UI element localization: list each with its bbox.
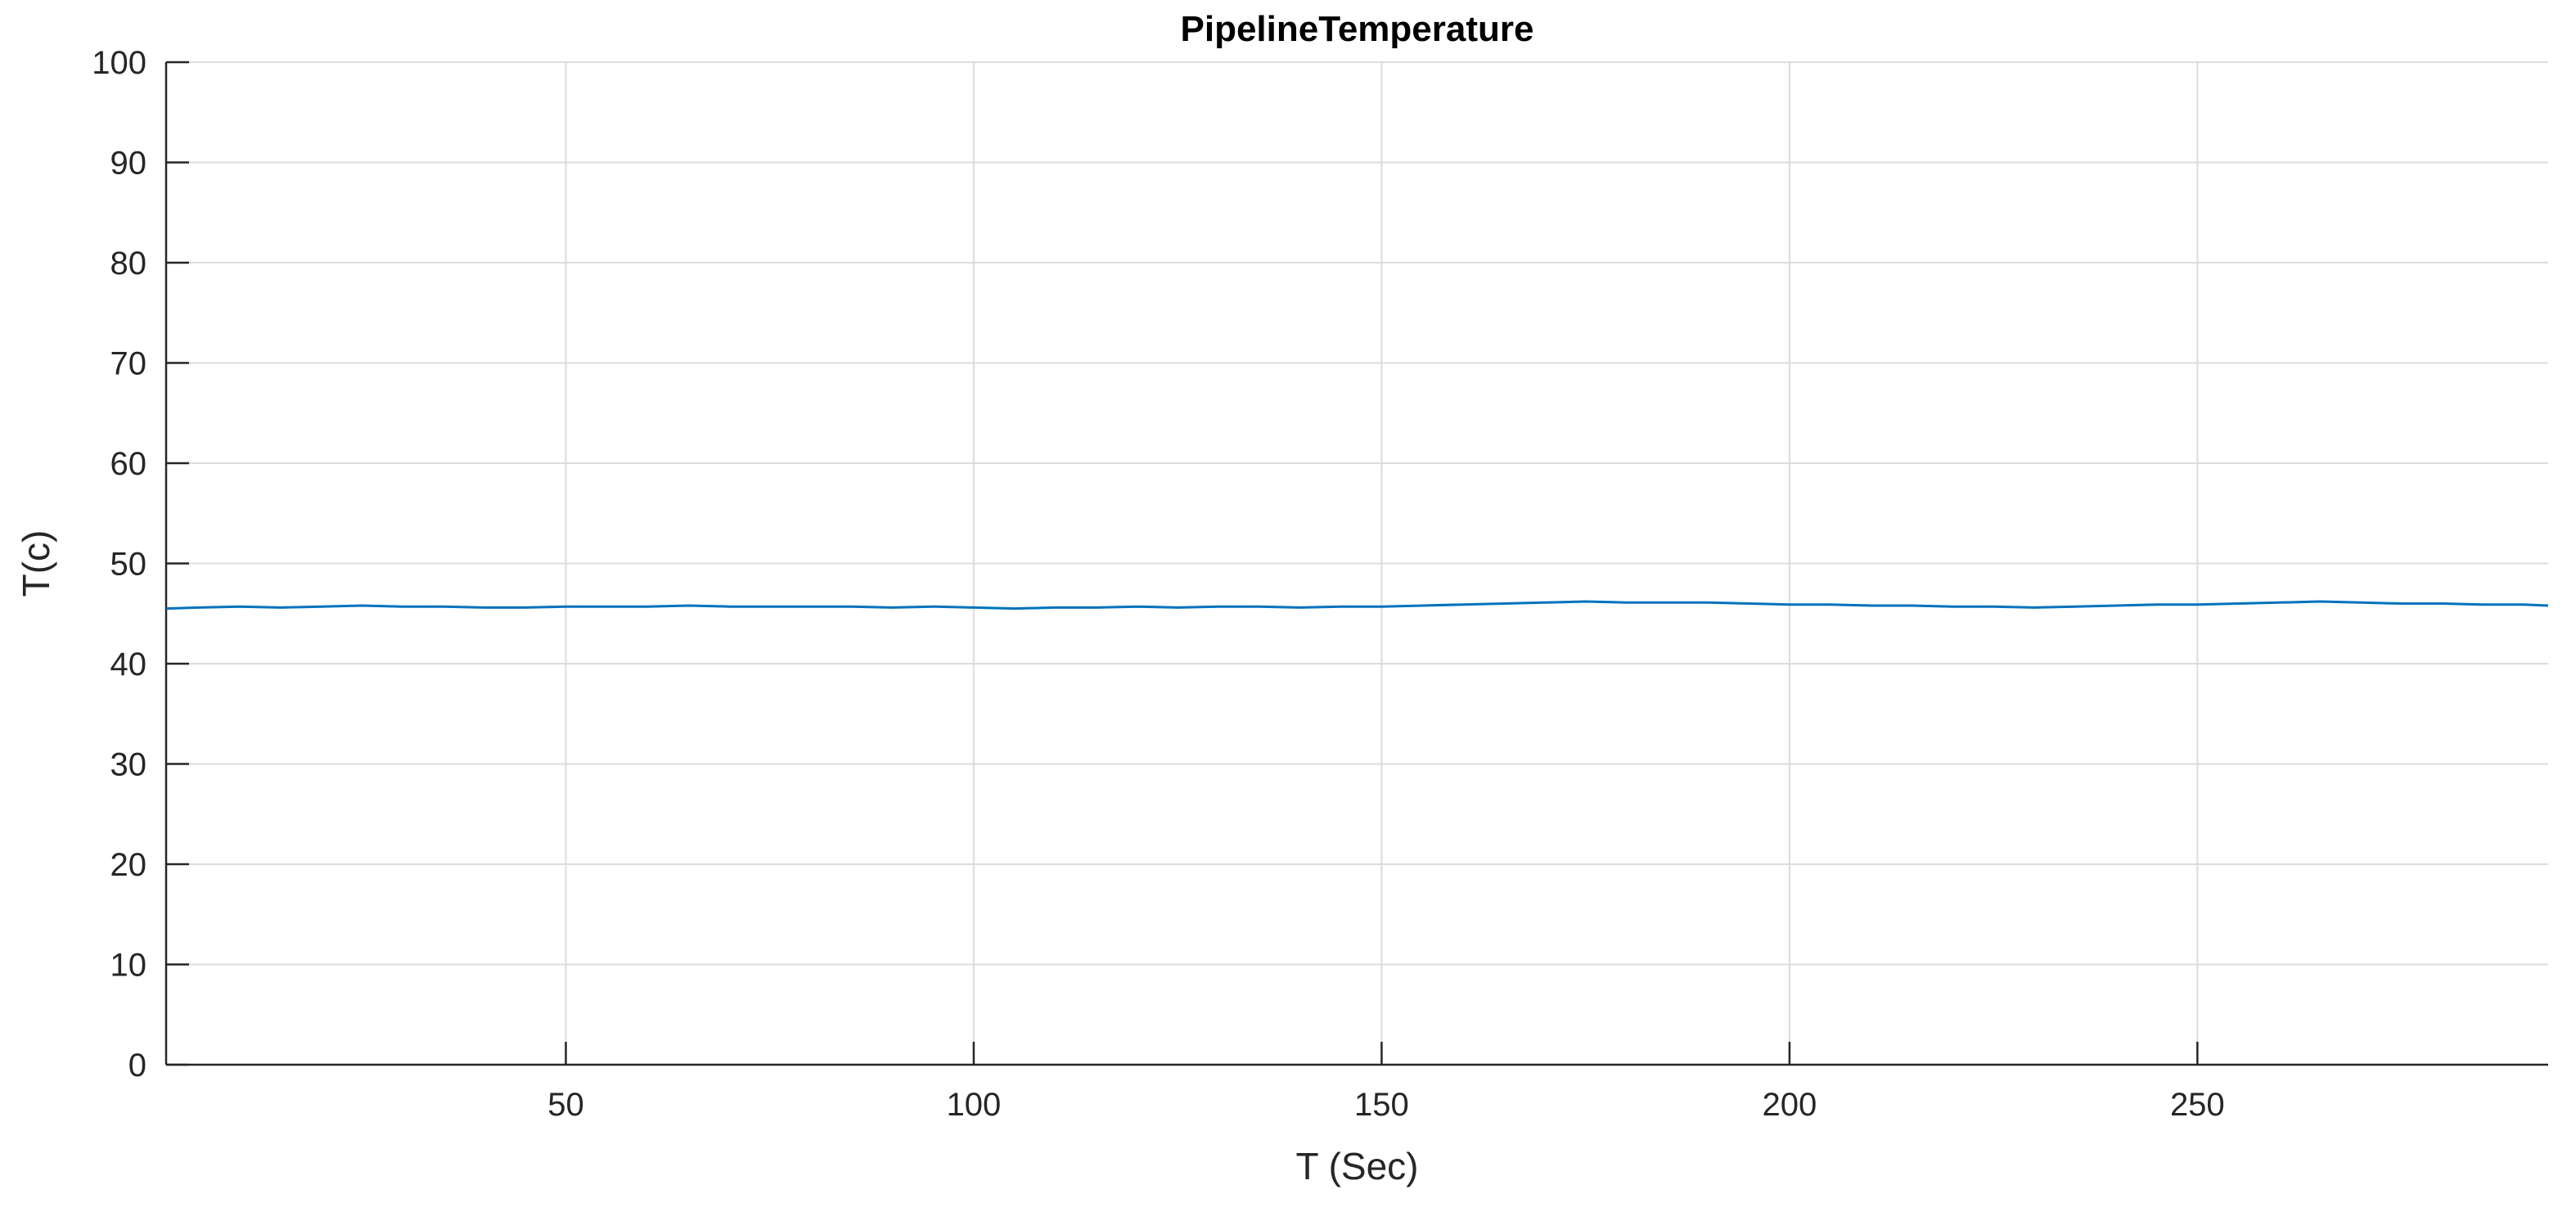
chart-title: PipelineTemperature	[1181, 9, 1534, 49]
y-tick-label: 30	[110, 747, 147, 783]
y-tick-label: 10	[110, 948, 147, 984]
x-tick-label: 150	[1354, 1087, 1409, 1123]
x-tick-label: 50	[547, 1087, 584, 1123]
series-layer	[165, 600, 2549, 611]
y-tick-label: 60	[110, 446, 147, 482]
y-tick-label: 0	[128, 1048, 146, 1084]
x-axis-label: T (Sec)	[1296, 1145, 1419, 1187]
y-tick-label: 50	[110, 547, 147, 583]
y-tick-label: 70	[110, 346, 147, 382]
x-tick-label: 200	[1762, 1087, 1817, 1123]
x-tick-label: 250	[2170, 1087, 2225, 1123]
y-tick-label: 100	[92, 45, 146, 81]
tick-labels: 0 10 20 30 40 50 60 70 80 90 100 50 100 150 200 250	[92, 45, 2224, 1123]
axes	[164, 61, 2548, 1066]
y-tick-label: 80	[110, 246, 147, 282]
y-tick-label: 20	[110, 847, 147, 883]
y-axis-label: T(c)	[15, 530, 57, 597]
y-tick-label: 40	[110, 647, 147, 683]
y-tick-label: 90	[110, 146, 147, 182]
x-tick-label: 100	[947, 1087, 1002, 1123]
grid	[166, 61, 2548, 1066]
temperature-series-line	[165, 600, 2549, 611]
